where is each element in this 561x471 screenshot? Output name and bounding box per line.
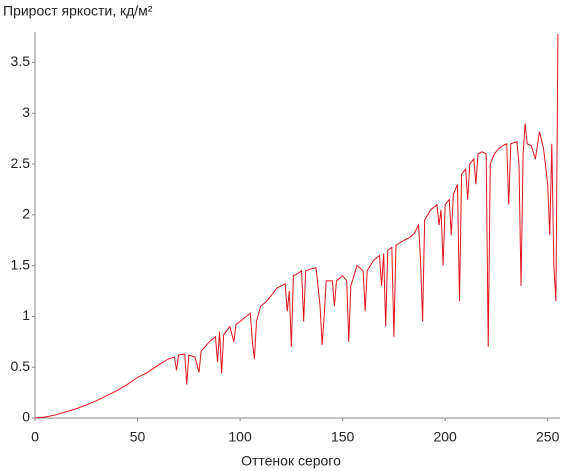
y-tick-label: 3 <box>22 104 30 120</box>
x-tick-label: 150 <box>331 429 355 445</box>
data-line <box>34 34 559 419</box>
y-tick-label: 2 <box>22 206 30 222</box>
y-tick-label: 1.5 <box>11 256 31 272</box>
x-tick-label: 100 <box>228 429 252 445</box>
y-tick-label: 3.5 <box>11 53 31 69</box>
x-tick-label: 200 <box>433 429 457 445</box>
chart-title: Прирост яркости, кд/м² <box>3 3 153 19</box>
y-tick-label: 0 <box>22 409 30 425</box>
x-tick-label: 50 <box>130 429 146 445</box>
x-tick-label: 250 <box>536 429 560 445</box>
y-tick-label: 0.5 <box>11 358 31 374</box>
y-tick-label: 2.5 <box>11 155 31 171</box>
x-tick-label: 0 <box>31 429 39 445</box>
x-axis-label: Оттенок серого <box>241 453 341 469</box>
y-tick-label: 1 <box>22 307 30 323</box>
